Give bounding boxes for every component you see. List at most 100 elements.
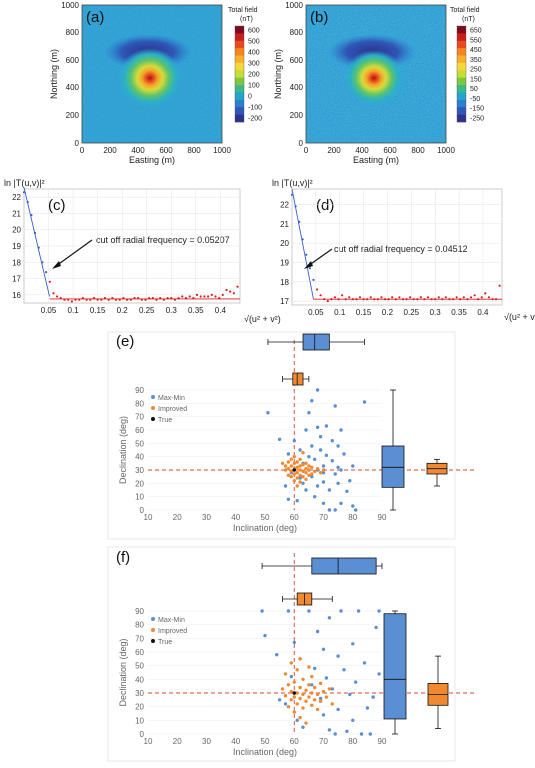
spectrum-point	[148, 297, 151, 300]
maxmin-point	[327, 488, 332, 492]
spectrum-d-annotation: cut off radial frequency = 0.04512	[334, 244, 468, 254]
spectrum-d-xlabel: √(u² + v²)	[504, 312, 535, 322]
map-a-xlabel: Easting (m)	[129, 155, 175, 165]
true-point	[292, 468, 297, 472]
colorbar-b: 650 550 450 350 250 150 50 -50 -150 -250	[456, 25, 484, 123]
spectrum-ytick: 17	[280, 297, 289, 306]
improved-point	[292, 455, 296, 459]
spectrum-point	[452, 298, 455, 301]
spectrum-point	[316, 288, 319, 291]
improved-point	[295, 484, 299, 488]
panel-label-f: (f)	[116, 549, 130, 566]
scatter-ytick: 10	[135, 716, 144, 725]
improved-point	[318, 681, 323, 686]
spectrum-point	[188, 295, 191, 298]
colorbar-swatch	[235, 70, 244, 78]
improved-point	[295, 471, 299, 475]
scatter-panel-e: (e) Max-Min Improved True 01020304050607…	[107, 331, 477, 540]
spectrum-point	[30, 214, 33, 217]
spectrum-point	[312, 278, 315, 281]
colorbar-tick-label: 200	[248, 72, 260, 79]
legend-e-true: True	[158, 417, 172, 424]
spectrum-point	[218, 297, 221, 300]
spectrum-point	[173, 298, 177, 301]
spectrum-d-ylabel: ln |T(u,v)|²	[272, 178, 313, 188]
maxmin-point	[342, 452, 346, 456]
spectrum-point	[459, 298, 462, 301]
spectrum-point	[236, 285, 239, 288]
map-b-ytick: 400	[290, 83, 304, 92]
maxmin-point	[362, 661, 367, 665]
spectrum-ytick: 19	[280, 258, 289, 267]
improved-point	[298, 480, 302, 484]
spectrum-point	[441, 298, 444, 301]
improved-point	[292, 479, 296, 483]
true-point	[292, 691, 297, 695]
colorbar-swatch	[235, 92, 244, 101]
boxplot-box	[383, 613, 407, 720]
scatter-xtick: 40	[231, 737, 240, 746]
maxmin-point	[292, 439, 296, 443]
improved-point	[295, 476, 299, 480]
colorbar-swatch	[457, 99, 466, 108]
maxmin-point	[321, 501, 326, 505]
improved-point	[315, 707, 320, 712]
spectrum-point	[70, 300, 73, 303]
spectrum-point	[348, 296, 351, 299]
boxplot-box	[381, 445, 405, 488]
improved-point	[321, 689, 326, 694]
spectrum-xtick: 0.35	[451, 308, 467, 317]
spectrum-point	[384, 298, 387, 301]
spectrum-point	[498, 284, 501, 287]
legend-f-maxmin-marker	[151, 617, 155, 621]
spectrum-point	[301, 238, 304, 241]
spectrum-point	[326, 300, 329, 303]
scatter-xtick: 10	[144, 737, 153, 746]
improved-point	[304, 461, 308, 465]
spectrum-xtick: 0.4	[477, 308, 489, 317]
colorbar-swatch	[235, 62, 244, 71]
colorbar-swatch	[457, 70, 466, 78]
maxmin-point	[333, 508, 337, 512]
improved-point	[286, 705, 291, 709]
spectrum-point	[107, 298, 110, 301]
maxmin-point	[318, 448, 323, 452]
map-b-xtick: 800	[411, 146, 425, 155]
spectrum-point	[195, 293, 199, 296]
spectrum-ytick: 16	[12, 291, 21, 300]
improved-point	[301, 475, 305, 479]
improved-point	[301, 677, 305, 681]
scatter-xtick: 50	[261, 513, 270, 522]
scatter-ytick: 20	[135, 703, 144, 712]
spectrum-point	[416, 298, 419, 301]
spectrum-d-arrow	[307, 248, 333, 267]
scatter-xtick: 90	[378, 737, 387, 746]
colorbar-swatch	[235, 33, 244, 42]
spectrum-point	[203, 295, 206, 298]
boxplot-box	[302, 333, 330, 351]
maxmin-point	[348, 479, 352, 483]
colorbar-swatch	[457, 48, 466, 56]
maxmin-point	[339, 468, 343, 472]
scatter-ytick: 80	[135, 621, 144, 630]
maxmin-point	[336, 707, 340, 712]
improved-point	[301, 463, 305, 467]
colorbar-swatch	[235, 99, 244, 108]
spectrum-point	[52, 292, 55, 295]
spectrum-point	[137, 297, 140, 300]
map-b-ylabel: Northing (m)	[273, 49, 283, 99]
scatter-ytick: 90	[135, 386, 144, 395]
maxmin-point	[336, 465, 340, 469]
spectrum-c-annotation: cut off radial frequency = 0.05207	[96, 235, 230, 245]
spectrum-point	[37, 246, 40, 249]
improved-point	[286, 460, 291, 464]
improved-point	[283, 694, 288, 698]
maxmin-point	[298, 448, 302, 452]
maxmin-point	[260, 609, 264, 613]
spectrum-point	[494, 298, 498, 301]
colorbar-tick-label: 600	[248, 28, 260, 35]
colorbar-swatch	[235, 48, 244, 56]
maxmin-point	[315, 629, 320, 634]
maxmin-point	[333, 472, 337, 476]
colorbar-tick-label: 400	[248, 50, 260, 57]
